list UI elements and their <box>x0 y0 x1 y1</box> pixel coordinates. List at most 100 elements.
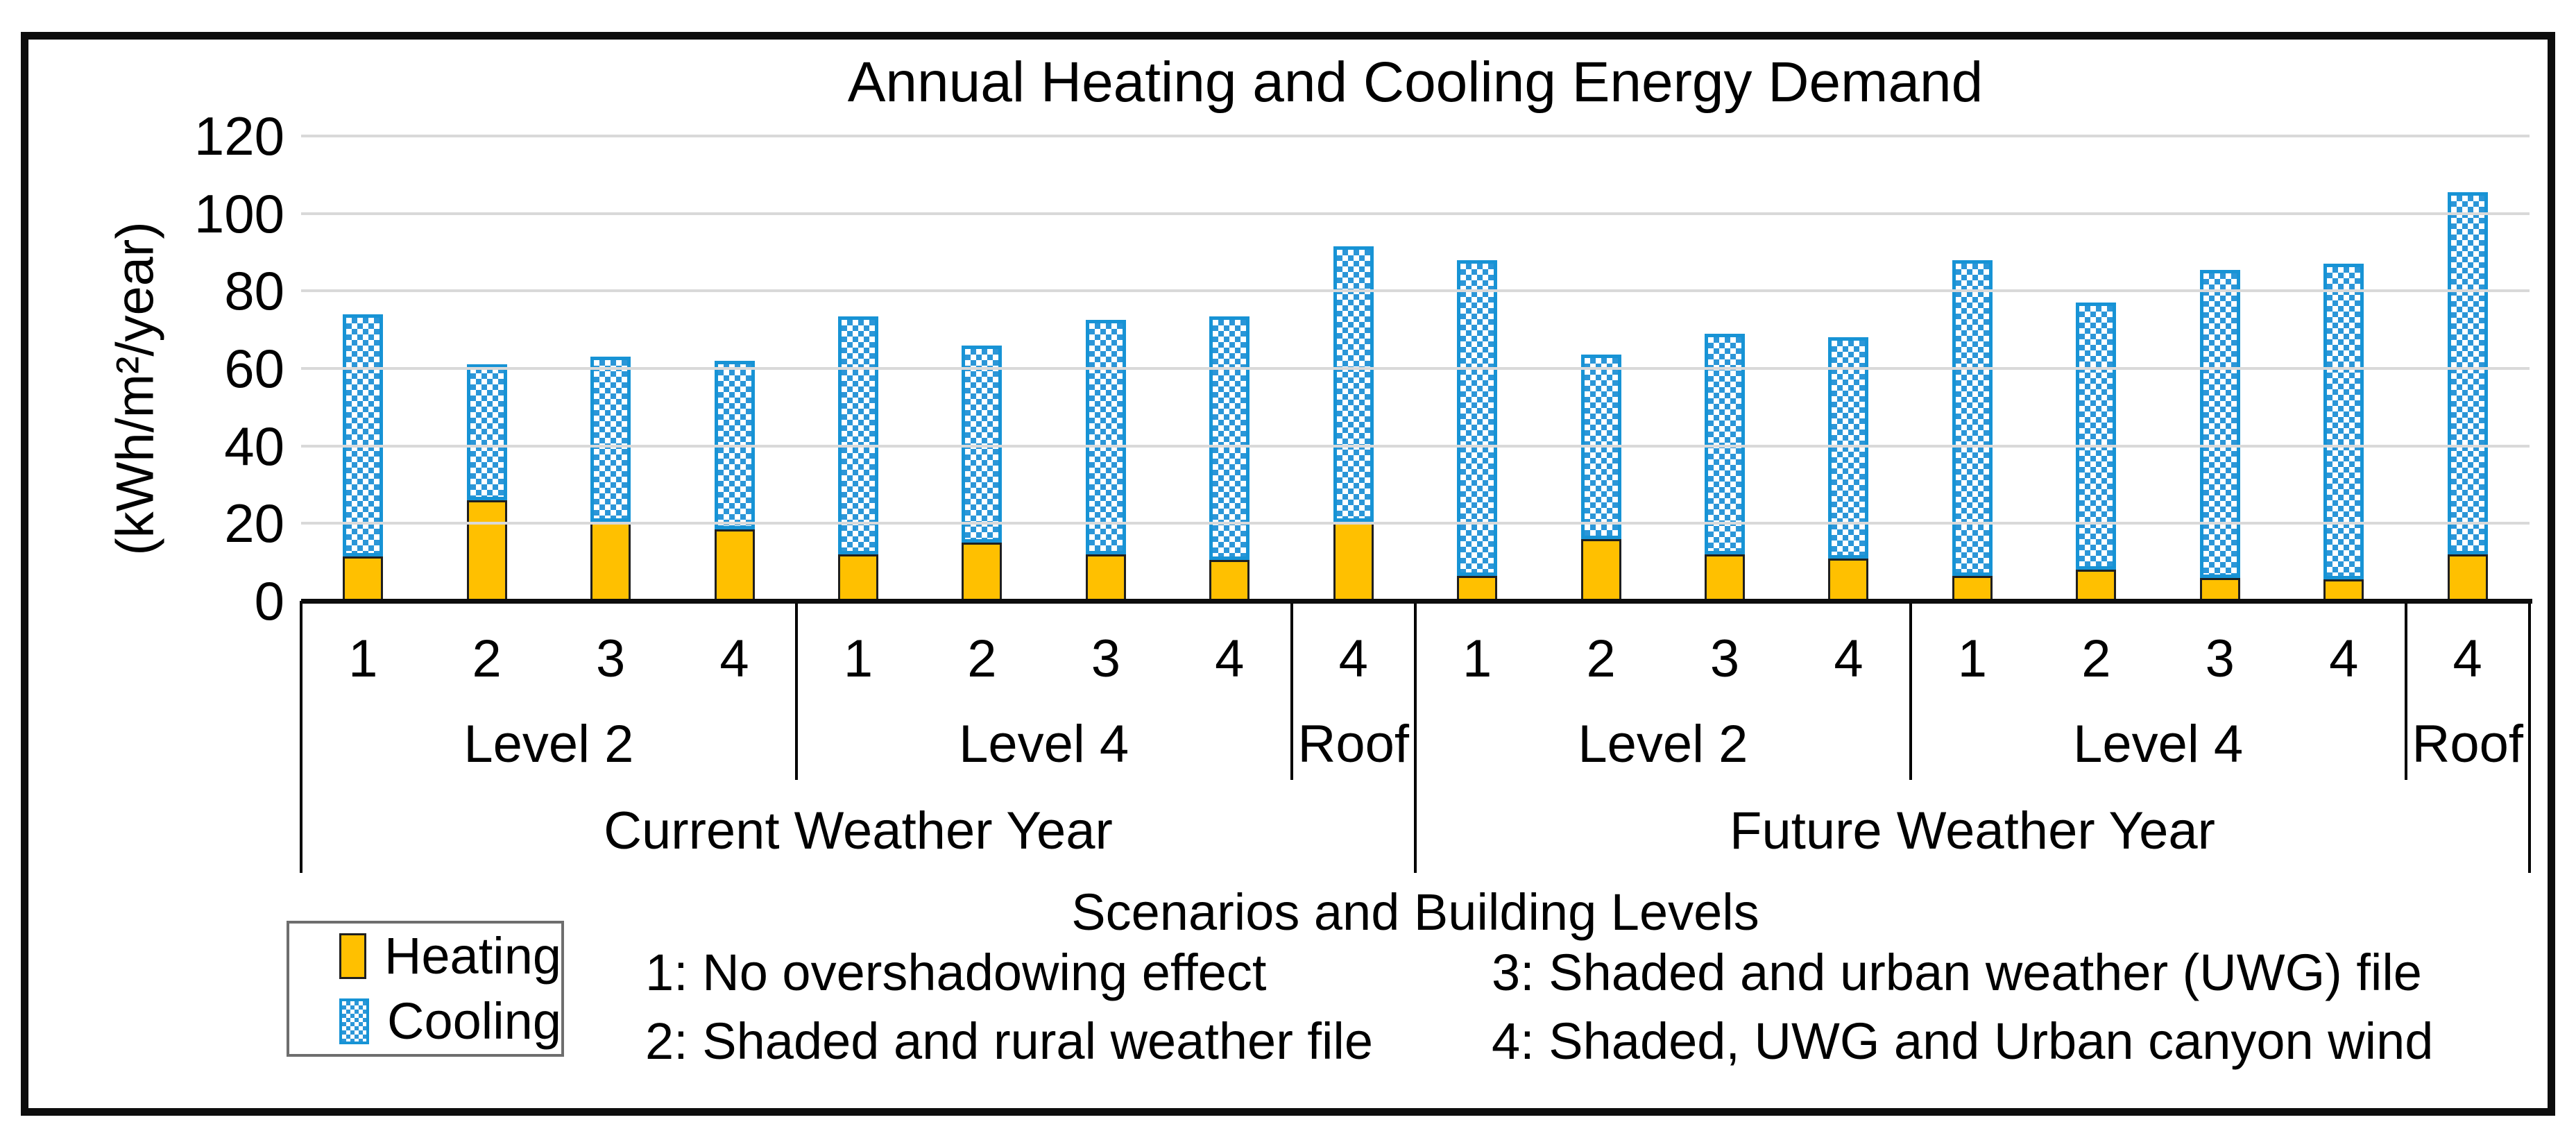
note-scenario-2: 2: Shaded and rural weather file <box>645 1012 1374 1070</box>
y-tick-label: 60 <box>224 338 284 399</box>
stacked-bar <box>2076 303 2117 601</box>
bar-segment-heating <box>1828 558 1869 601</box>
gridline <box>301 367 2530 370</box>
scenario-label: 4 <box>1338 629 1368 688</box>
scenario-label: 4 <box>2329 629 2359 688</box>
stacked-bar <box>2447 192 2488 601</box>
scenario-label: 2 <box>2081 629 2111 688</box>
bar-segment-cooling <box>1828 337 1869 559</box>
bar-segment-cooling <box>1209 316 1250 561</box>
y-tick-label: 80 <box>224 260 284 322</box>
bar-segment-cooling <box>2323 264 2364 580</box>
bar-segment-heating <box>837 554 878 601</box>
scenario-label: 4 <box>1834 629 1863 688</box>
scenario-label: 2 <box>472 629 502 688</box>
bar-segment-heating <box>2199 577 2240 601</box>
category-divider-long <box>300 601 302 873</box>
legend-item-cooling: Cooling <box>339 996 561 1047</box>
category-divider-short <box>1290 601 1293 780</box>
scenario-label: 2 <box>967 629 997 688</box>
x-axis-title: Scenarios and Building Levels <box>1071 883 1759 941</box>
note-scenario-3: 3: Shaded and urban weather (UWG) file <box>1492 944 2422 1001</box>
bar-segment-heating <box>2076 570 2117 601</box>
category-divider-short <box>1909 601 1912 780</box>
bar-slot <box>1786 136 1910 601</box>
y-tick-label: 100 <box>194 182 284 244</box>
scenario-label: 4 <box>1215 629 1245 688</box>
bar-segment-cooling <box>343 314 384 556</box>
stacked-bar <box>2323 264 2364 601</box>
stacked-bar <box>837 316 878 601</box>
bar-slot <box>2158 136 2282 601</box>
bar-segment-heating <box>2323 579 2364 601</box>
bar-segment-cooling <box>1333 246 1374 522</box>
stacked-bar <box>1209 316 1250 601</box>
scenario-notes-left: 1: No overshadowing effect 2: Shaded and… <box>645 938 1373 1075</box>
bar-slot <box>920 136 1043 601</box>
scenario-label: 1 <box>1462 629 1492 688</box>
stacked-bar <box>343 314 384 601</box>
y-tick-label: 20 <box>224 493 284 554</box>
bar-segment-heating <box>1952 575 1993 601</box>
scenario-label: 3 <box>1709 629 1740 688</box>
scenario-label: 3 <box>1091 629 1120 688</box>
category-divider-short <box>2404 601 2407 780</box>
note-scenario-1: 1: No overshadowing effect <box>645 944 1267 1001</box>
legend-item-heating: Heating <box>339 930 561 982</box>
stacked-bar <box>1333 246 1374 601</box>
y-tick-label: 40 <box>224 415 284 477</box>
bar-segment-cooling <box>2447 192 2488 554</box>
bar-slot <box>1044 136 1168 601</box>
gridline <box>301 135 2530 137</box>
category-divider-long <box>1414 601 1417 873</box>
legend-box: Heating Cooling <box>287 921 564 1057</box>
bar-segment-cooling <box>2199 269 2240 578</box>
bar-segment-heating <box>343 556 384 601</box>
scenario-axis-row: 1 2 3 4 1 2 3 4 4 1 2 3 4 1 2 3 4 4 <box>301 611 2530 708</box>
bar-slot <box>1168 136 1291 601</box>
stacked-bar <box>1457 260 1498 601</box>
bar-segment-heating <box>590 521 631 601</box>
gridline <box>301 289 2530 293</box>
bar-segment-heating <box>1457 575 1498 601</box>
scenario-label: 4 <box>719 629 749 688</box>
level-label: Roof <box>1297 715 1410 774</box>
bar-segment-cooling <box>590 357 631 522</box>
level-label: Level 4 <box>959 715 1129 774</box>
bar-segment-cooling <box>962 345 1003 543</box>
scenario-label: 2 <box>1586 629 1616 688</box>
category-divider-long <box>2528 601 2531 873</box>
bar-segment-cooling <box>1952 260 1993 576</box>
y-tick-label: 120 <box>194 105 284 167</box>
bar-segment-cooling <box>466 364 507 500</box>
bar-segment-heating <box>1580 538 1621 601</box>
bar-segment-cooling <box>1457 260 1498 576</box>
level-label: Level 4 <box>2073 715 2244 774</box>
bar-segment-cooling <box>1705 333 1746 554</box>
bar-segment-heating <box>466 500 507 601</box>
legend-label-heating: Heating <box>384 927 561 985</box>
scenario-label: 1 <box>1957 629 1988 688</box>
level-label: Level 2 <box>463 715 634 774</box>
bar-slot <box>796 136 920 601</box>
bar-segment-heating <box>1085 554 1126 601</box>
scenario-label: 3 <box>2205 629 2235 688</box>
scenario-label: 1 <box>348 629 378 688</box>
level-label: Roof <box>2412 715 2524 774</box>
weather-year-label: Future Weather Year <box>1730 801 2215 860</box>
bar-slot <box>2034 136 2158 601</box>
chart-title: Annual Heating and Cooling Energy Demand <box>847 51 1984 114</box>
stacked-bar <box>1705 333 1746 601</box>
bar-segment-heating <box>1333 521 1374 601</box>
scenario-notes-right: 3: Shaded and urban weather (UWG) file 4… <box>1492 938 2433 1075</box>
bar-segment-heating <box>1209 560 1250 601</box>
level-label: Level 2 <box>1578 715 1748 774</box>
bar-segment-heating <box>1705 554 1746 601</box>
scenario-label: 4 <box>2453 629 2482 688</box>
stacked-bar <box>1580 355 1621 601</box>
bar-slot <box>2282 136 2405 601</box>
bars-row <box>301 136 2530 601</box>
legend-label-cooling: Cooling <box>387 992 561 1050</box>
stacked-bar <box>1085 320 1126 601</box>
